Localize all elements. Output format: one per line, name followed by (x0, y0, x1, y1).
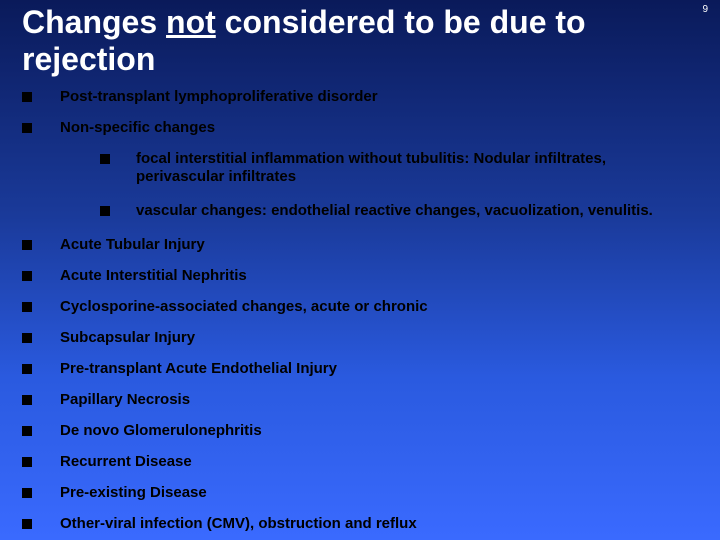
list-item-text: focal interstitial inflammation without … (136, 150, 698, 188)
list-item: Post-transplant lymphoproliferative diso… (22, 88, 698, 106)
square-bullet-icon (22, 457, 32, 467)
slide-number: 9 (702, 4, 708, 15)
list-item-text: Recurrent Disease (60, 453, 698, 471)
title-pre: Changes (22, 4, 166, 40)
square-bullet-icon (22, 519, 32, 529)
square-bullet-icon (22, 302, 32, 312)
list-item: Pre-existing Disease (22, 484, 698, 502)
list-item: Subcapsular Injury (22, 329, 698, 347)
list-item-text: Other-viral infection (CMV), obstruction… (60, 515, 698, 533)
list-item-text: vascular changes: endothelial reactive c… (136, 202, 698, 221)
list-item-text: Papillary Necrosis (60, 391, 698, 409)
square-bullet-icon (22, 271, 32, 281)
list-item: focal interstitial inflammation without … (100, 150, 698, 188)
list-item-text: Pre-transplant Acute Endothelial Injury (60, 360, 698, 378)
square-bullet-icon (22, 333, 32, 343)
list-item-text: Acute Tubular Injury (60, 236, 698, 254)
title-underlined: not (166, 4, 216, 40)
square-bullet-icon (100, 206, 110, 216)
list-item: vascular changes: endothelial reactive c… (100, 202, 698, 221)
list-item: Papillary Necrosis (22, 391, 698, 409)
square-bullet-icon (22, 92, 32, 102)
sub-list: focal interstitial inflammation without … (100, 150, 698, 221)
list-item-text: De novo Glomerulonephritis (60, 422, 698, 440)
square-bullet-icon (22, 488, 32, 498)
list-item: Acute Tubular Injury (22, 236, 698, 254)
list-item-text: Acute Interstitial Nephritis (60, 267, 698, 285)
square-bullet-icon (22, 364, 32, 374)
list-item-text: Cyclosporine-associated changes, acute o… (60, 298, 698, 316)
list-item: Non-specific changes (22, 119, 698, 137)
list-item-text: Non-specific changes (60, 119, 698, 137)
list-item-text: Pre-existing Disease (60, 484, 698, 502)
list-item-text: Post-transplant lymphoproliferative diso… (60, 88, 698, 106)
list-item: Recurrent Disease (22, 453, 698, 471)
list-item: Other-viral infection (CMV), obstruction… (22, 515, 698, 533)
slide-content: Post-transplant lymphoproliferative diso… (0, 88, 720, 533)
square-bullet-icon (22, 395, 32, 405)
list-item: De novo Glomerulonephritis (22, 422, 698, 440)
list-item: Acute Interstitial Nephritis (22, 267, 698, 285)
square-bullet-icon (22, 123, 32, 133)
list-item-text: Subcapsular Injury (60, 329, 698, 347)
square-bullet-icon (100, 154, 110, 164)
square-bullet-icon (22, 426, 32, 436)
list-item: Pre-transplant Acute Endothelial Injury (22, 360, 698, 378)
slide-title: Changes not considered to be due to reje… (0, 0, 720, 88)
bullet-list: Post-transplant lymphoproliferative diso… (22, 88, 698, 533)
square-bullet-icon (22, 240, 32, 250)
list-item: Cyclosporine-associated changes, acute o… (22, 298, 698, 316)
